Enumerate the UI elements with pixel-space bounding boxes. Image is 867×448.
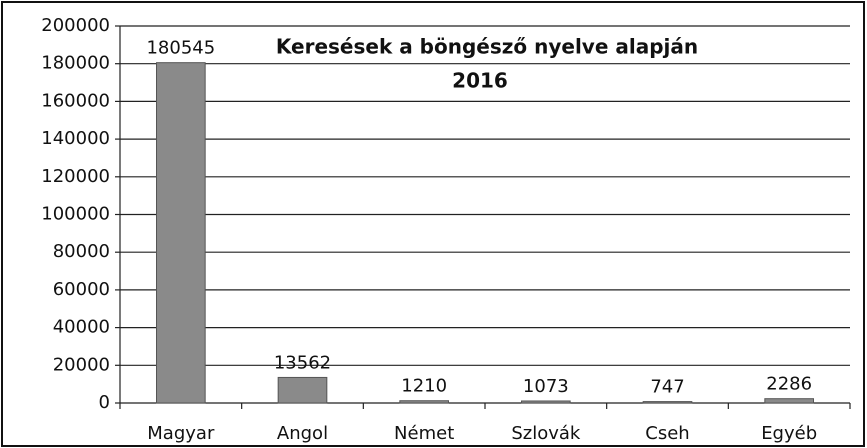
chart-title: Keresések a böngésző nyelve alapján <box>276 35 698 59</box>
y-tick-label: 140000 <box>41 128 110 149</box>
data-label: 13562 <box>274 352 331 373</box>
data-label: 1073 <box>523 376 569 397</box>
y-tick-label: 120000 <box>41 166 110 187</box>
bar <box>277 376 328 404</box>
y-tick-label: 200000 <box>41 15 110 36</box>
y-tick-label: 20000 <box>53 354 110 375</box>
y-tick-label: 60000 <box>53 279 110 300</box>
data-label: 747 <box>650 377 684 398</box>
y-tick-label: 40000 <box>53 317 110 338</box>
bar <box>642 401 693 404</box>
data-label: 180545 <box>146 38 215 59</box>
bar <box>399 400 450 404</box>
bar <box>521 400 571 404</box>
y-tick-label: 160000 <box>41 90 110 111</box>
x-tick-label: Magyar <box>147 423 215 444</box>
x-tick-label: Német <box>394 423 454 444</box>
bar <box>156 62 206 404</box>
y-tick-label: 80000 <box>53 241 110 262</box>
y-tick-label: 180000 <box>41 53 110 74</box>
data-label: 1210 <box>401 376 447 397</box>
bar <box>764 398 814 404</box>
chart-subtitle: 2016 <box>452 69 508 93</box>
y-tick-label: 100000 <box>41 204 110 225</box>
x-tick-label: Angol <box>277 423 328 444</box>
data-label: 2286 <box>766 374 812 395</box>
x-tick-label: Cseh <box>645 423 689 444</box>
x-tick-label: Szlovák <box>511 423 581 444</box>
x-tick-label: Egyéb <box>761 423 817 444</box>
y-tick-label: 0 <box>99 392 110 413</box>
